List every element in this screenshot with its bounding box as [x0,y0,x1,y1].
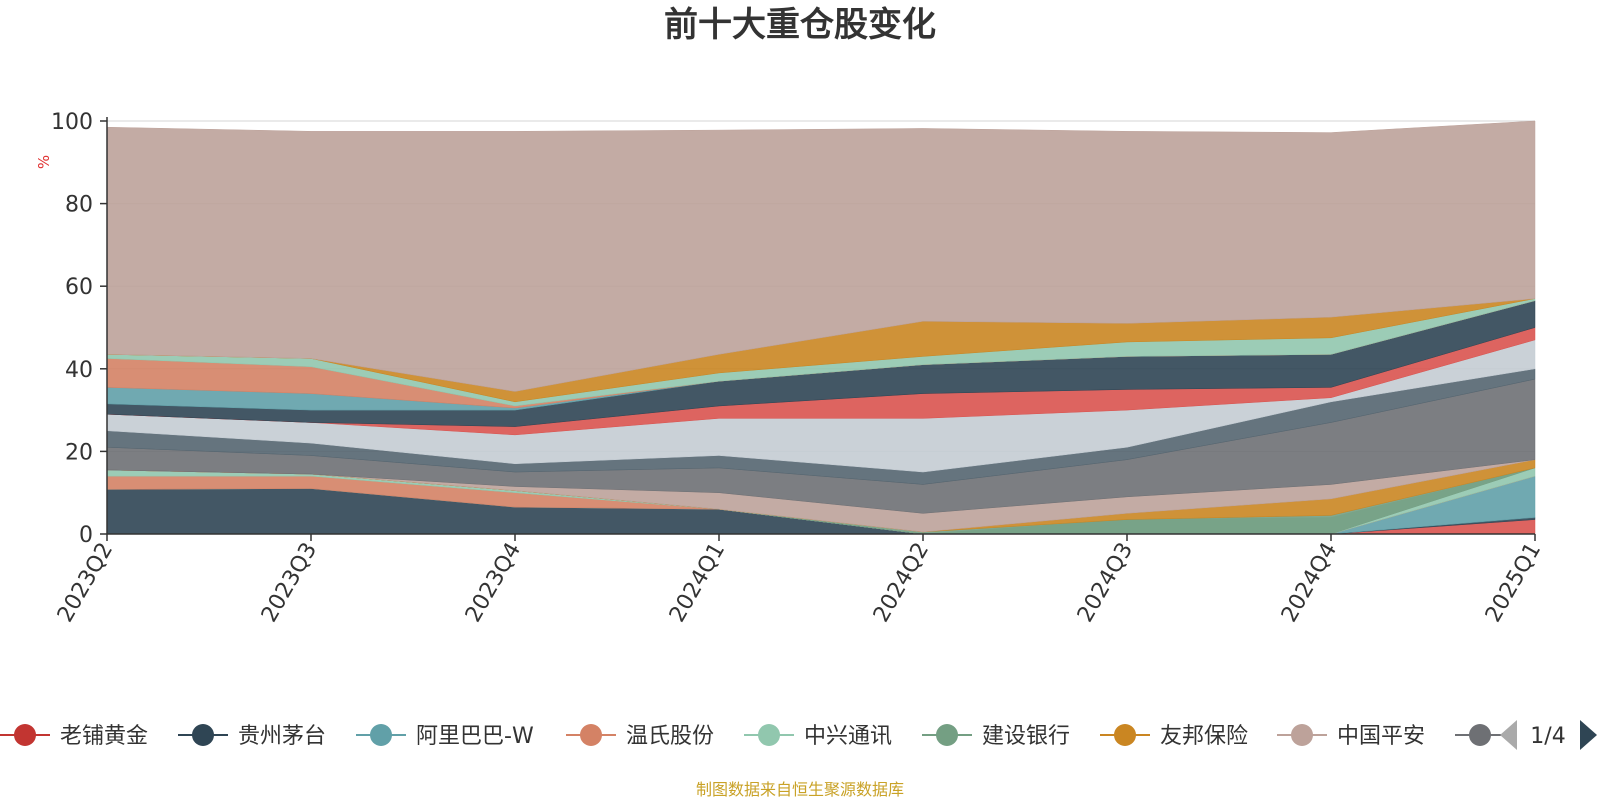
legend-item-3[interactable]: 温氏股份 [566,724,714,749]
legend-label: 温氏股份 [626,724,714,749]
area-series-17 [106,120,1536,392]
legend-item-7[interactable]: 中国平安 [1277,724,1425,749]
y-tick-label-4: 80 [65,193,93,218]
legend-label: 中国平安 [1337,724,1425,749]
y-tick-label-5: 100 [51,110,93,135]
legend-item-6[interactable]: 友邦保险 [1100,724,1248,749]
source-note: 制图数据来自恒生聚源数据库 [696,780,904,799]
legend-marker-icon [192,724,214,746]
area-series [106,120,1536,535]
legend-item-1[interactable]: 贵州茅台 [178,724,326,749]
prev-page-arrow-icon[interactable] [1500,720,1517,750]
chart-title: 前十大重仓股变化 [664,5,936,45]
x-tick-label-4: 2024Q2 [869,539,934,627]
legend-marker-icon [14,724,36,746]
x-tick-label-0: 2023Q2 [53,539,118,627]
x-tick-label-2: 2023Q4 [461,539,526,627]
x-tick-label-1: 2023Q3 [257,539,322,627]
legend-label: 阿里巴巴-W [416,724,534,749]
legend-pager: 1/4 [1500,720,1597,750]
x-tick-label-3: 2024Q1 [665,539,730,627]
x-tick-label-7: 2025Q1 [1481,539,1546,627]
y-axis-label: % [35,155,53,169]
legend-item-8[interactable] [1455,724,1505,746]
next-page-arrow-icon[interactable] [1580,720,1597,750]
legend: 老铺黄金 贵州茅台 阿里巴巴-W 温氏股份 中兴通讯 建设银行 友邦保险 中国平安 [0,724,1505,749]
y-tick-label-1: 20 [65,440,93,465]
legend-label: 建设银行 [982,724,1070,749]
x-tick-label-5: 2024Q3 [1073,539,1138,627]
legend-page-indicator: 1/4 [1530,724,1565,749]
legend-marker-icon [1469,724,1491,746]
legend-marker-icon [1114,724,1136,746]
y-tick-label-2: 40 [65,358,93,383]
legend-marker-icon [1291,724,1313,746]
legend-marker-icon [580,724,602,746]
legend-marker-icon [758,724,780,746]
y-tick-label-3: 60 [65,275,93,300]
legend-marker-icon [936,724,958,746]
legend-item-4[interactable]: 中兴通讯 [744,724,892,749]
legend-label: 贵州茅台 [238,724,326,749]
legend-label: 友邦保险 [1160,724,1248,749]
legend-item-2[interactable]: 阿里巴巴-W [356,724,534,749]
y-tick-label-0: 0 [79,523,93,548]
legend-label: 老铺黄金 [60,724,148,749]
legend-item-0[interactable]: 老铺黄金 [0,724,148,749]
legend-item-5[interactable]: 建设银行 [922,724,1070,749]
x-tick-label-6: 2024Q4 [1277,539,1342,627]
legend-marker-icon [370,724,392,746]
legend-label: 中兴通讯 [804,724,892,749]
